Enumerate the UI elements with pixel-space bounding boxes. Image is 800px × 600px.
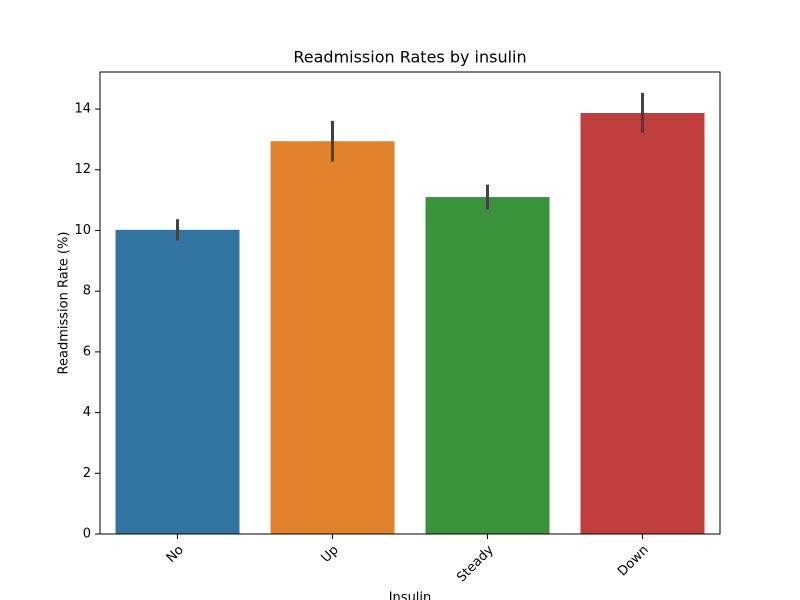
- y-tick-label: 4: [83, 405, 91, 420]
- bar: [115, 229, 240, 534]
- bar: [270, 141, 395, 535]
- x-tick-label: No: [164, 543, 187, 566]
- y-axis-label: Readmission Rate (%): [57, 232, 72, 375]
- x-axis-label: Insulin: [389, 591, 432, 600]
- y-tick-label: 12: [74, 162, 91, 177]
- y-tick-label: 2: [83, 466, 91, 481]
- y-tick-label: 8: [83, 284, 91, 299]
- y-tick-label: 0: [83, 527, 91, 542]
- x-tick-label: Up: [319, 543, 342, 566]
- bar: [580, 112, 705, 534]
- x-tick-label: Steady: [454, 542, 497, 585]
- chart-title: Readmission Rates by insulin: [293, 48, 526, 67]
- y-tick-label: 6: [83, 344, 91, 359]
- plot-frame: [99, 71, 721, 535]
- y-tick-label: 14: [74, 102, 91, 117]
- y-tick-label: 10: [74, 223, 91, 238]
- bar: [425, 197, 550, 534]
- x-tick-label: Down: [615, 543, 652, 580]
